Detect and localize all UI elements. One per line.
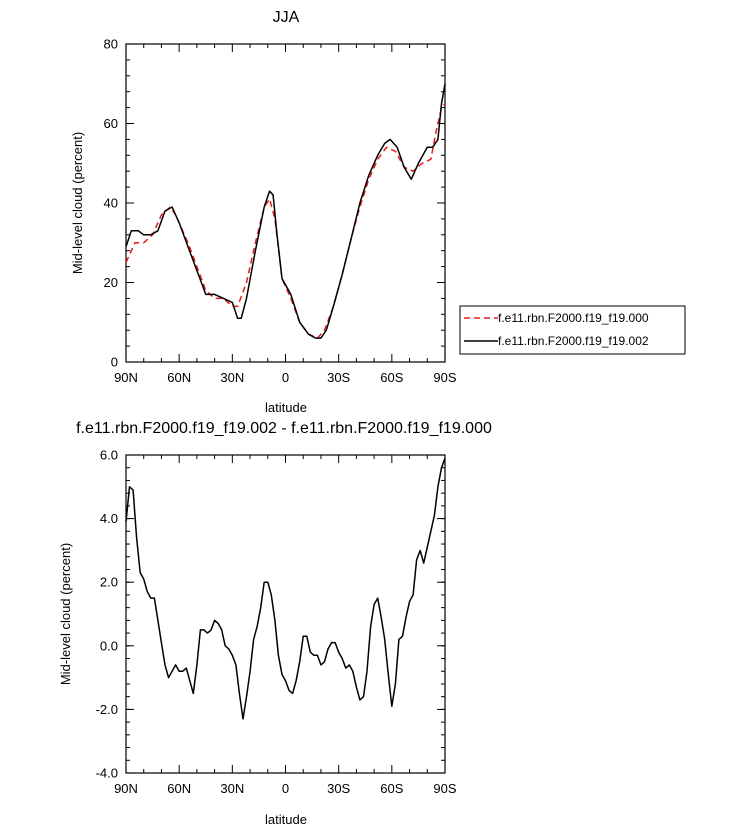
top-chart-x-tick-label: 90N xyxy=(114,370,138,385)
bottom-chart-y-tick-label: -2.0 xyxy=(96,702,118,717)
top-chart-series-line-0 xyxy=(125,103,446,339)
top-chart-y-tick-label: 80 xyxy=(104,37,118,52)
top-chart-x-tick-label: 90S xyxy=(433,370,456,385)
bottom-chart-x-tick-label: 0 xyxy=(282,781,289,796)
legend-entry-series-002: f.e11.rbn.F2000.f19_f19.002 xyxy=(498,334,649,348)
top-chart-xlabel: latitude xyxy=(265,400,307,415)
top-chart-y-tick-label: 20 xyxy=(104,275,118,290)
bottom-chart-ylabel: Mid-level cloud (percent) xyxy=(58,543,73,685)
top-chart-ylabel: Mid-level cloud (percent) xyxy=(70,132,85,274)
top-chart-legend: f.e11.rbn.F2000.f19_f19.000 f.e11.rbn.F2… xyxy=(459,305,686,355)
top-chart-x-tick-label: 30N xyxy=(220,370,244,385)
top-chart-x-tick-label: 60S xyxy=(380,370,403,385)
top-chart-x-tick-label: 30S xyxy=(327,370,350,385)
bottom-chart-plot-area: 90N 60N 30N 0 30S 60S 90S -4.0 -2.0 0.0 2.0 4.0 6.0 xyxy=(96,448,457,797)
bottom-chart-series-line-0 xyxy=(125,457,446,720)
top-chart-y-tick-label: 60 xyxy=(104,116,118,131)
bottom-chart-x-tick-label: 90S xyxy=(433,781,456,796)
bottom-chart-x-tick-label: 90N xyxy=(114,781,138,796)
legend-entry-series-000: f.e11.rbn.F2000.f19_f19.000 xyxy=(498,311,649,325)
legend-box xyxy=(459,305,686,355)
bottom-chart-title: f.e11.rbn.F2000.f19_f19.002 - f.e11.rbn.… xyxy=(76,420,492,437)
bottom-chart-y-tick-label: 6.0 xyxy=(100,448,118,463)
bottom-chart: f.e11.rbn.F2000.f19_f19.002 - f.e11.rbn.… xyxy=(58,420,492,827)
top-chart-y-tick-label: 40 xyxy=(104,196,118,211)
top-chart-x-tick-label: 60N xyxy=(167,370,191,385)
bottom-chart-x-tick-label: 30S xyxy=(327,781,350,796)
top-chart-series-line-1 xyxy=(125,83,446,339)
top-chart-x-tick-label: 0 xyxy=(282,370,289,385)
bottom-chart-x-tick-label: 60N xyxy=(167,781,191,796)
bottom-chart-y-tick-label: -4.0 xyxy=(96,766,118,781)
bottom-chart-x-tick-label: 60S xyxy=(380,781,403,796)
bottom-chart-y-tick-label: 2.0 xyxy=(100,575,118,590)
top-chart-y-tick-label: 0 xyxy=(111,355,118,370)
top-chart-frame xyxy=(125,43,446,363)
bottom-chart-frame xyxy=(125,454,446,774)
bottom-chart-y-tick-label: 4.0 xyxy=(100,511,118,526)
top-chart-title: JJA xyxy=(273,9,300,26)
bottom-chart-x-tick-label: 30N xyxy=(220,781,244,796)
top-chart-plot-area: 90N 60N 30N 0 30S 60S 90S 0 20 40 60 80 xyxy=(104,37,457,386)
bottom-chart-xlabel: latitude xyxy=(265,812,307,827)
top-chart: JJA 90N 60N 30N 0 30S 60S 90S 0 20 40 60 80 Mid-lev… xyxy=(70,9,686,415)
bottom-chart-y-tick-label: 0.0 xyxy=(100,638,118,653)
